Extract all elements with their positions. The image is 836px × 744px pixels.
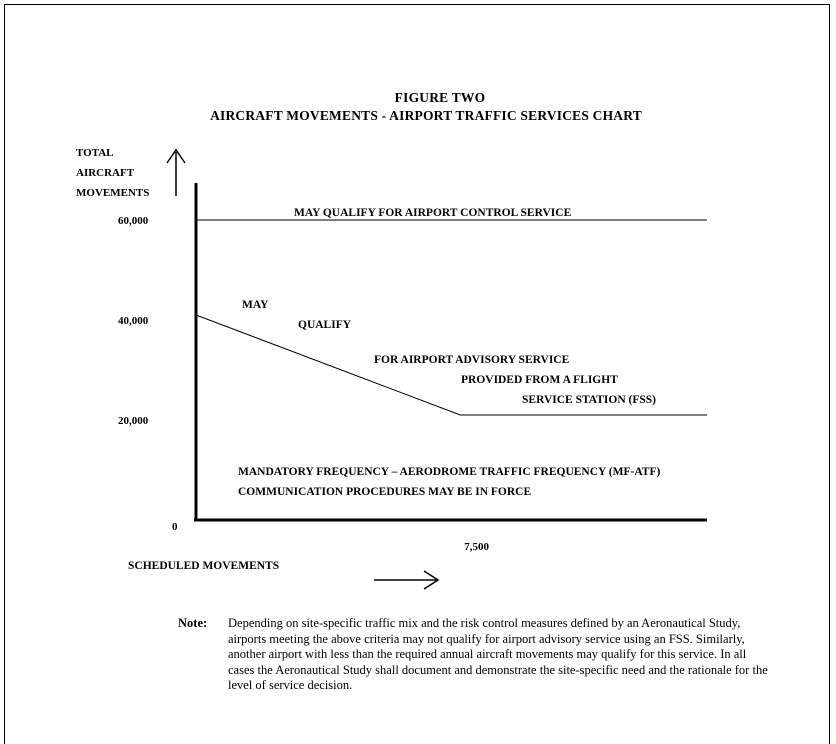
x-tick-label-7500: 7,500 [464, 541, 489, 553]
chart-title: AIRCRAFT MOVEMENTS - AIRPORT TRAFFIC SER… [210, 108, 642, 123]
annotation-qualify: QUALIFY [298, 319, 352, 331]
annotation-mf-atf: MANDATORY FREQUENCY – AERODROME TRAFFIC … [238, 466, 660, 478]
up-arrow-icon [166, 148, 186, 196]
y-axis-label-line-3: MOVEMENTS [76, 187, 149, 199]
annotation-communication: COMMUNICATION PROCEDURES MAY BE IN FORCE [238, 486, 531, 498]
series-line-advisory-threshold [195, 314, 707, 416]
right-arrow-icon [374, 570, 440, 590]
y-tick-label-20000: 20,000 [118, 415, 149, 427]
annotation-advisory: FOR AIRPORT ADVISORY SERVICE [374, 354, 570, 366]
annotation-airport-control: MAY QUALIFY FOR AIRPORT CONTROL SERVICE [294, 207, 572, 219]
y-tick-label-40000: 40,000 [118, 315, 149, 327]
page-frame [4, 4, 830, 744]
origin-label: 0 [172, 521, 178, 533]
annotation-flight-service: PROVIDED FROM A FLIGHT [461, 374, 618, 386]
figure-title: FIGURE TWO [394, 90, 486, 105]
y-axis-label-line-2: AIRCRAFT [76, 167, 135, 179]
y-tick-label-60000: 60,000 [118, 215, 149, 227]
y-axis-label-line-1: TOTAL [76, 147, 114, 159]
note-text: Depending on site-specific traffic mix a… [228, 616, 768, 692]
x-axis-label: SCHEDULED MOVEMENTS [128, 560, 279, 572]
annotation-may: MAY [242, 299, 269, 311]
annotation-fss: SERVICE STATION (FSS) [522, 394, 656, 406]
note-label: Note: [178, 616, 208, 630]
